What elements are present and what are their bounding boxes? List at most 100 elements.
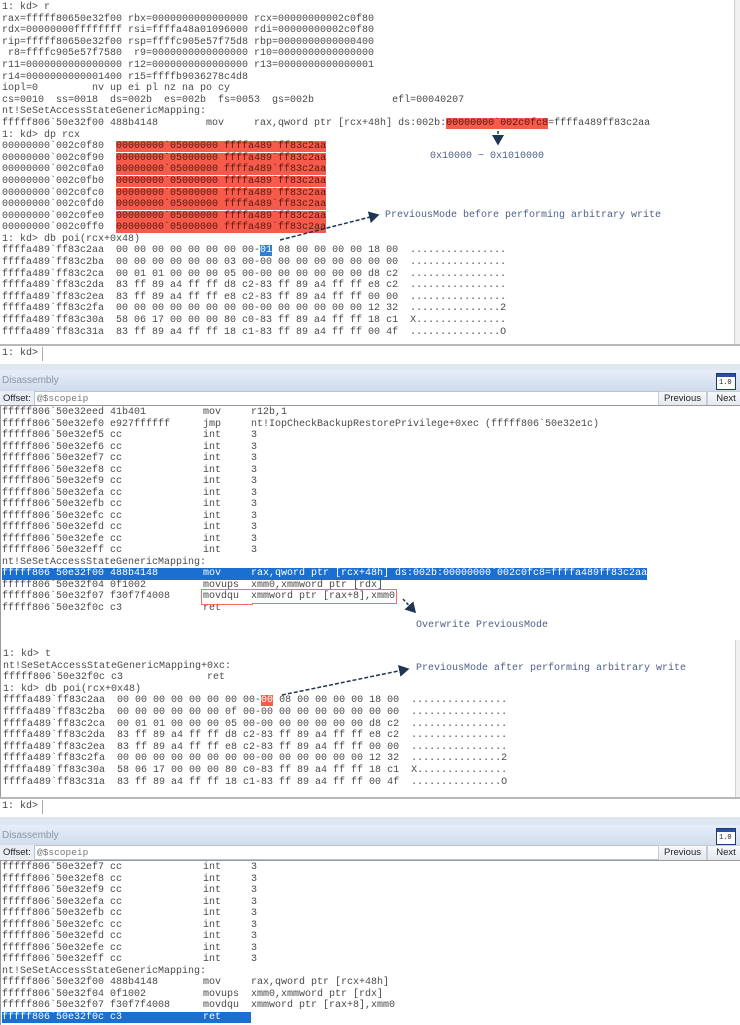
output-line: 00000000`002c0fc0 00000000`05000000 ffff… bbox=[2, 187, 650, 200]
disassembly-row[interactable]: fffff806`50e32efd cc int 3 bbox=[2, 931, 257, 943]
line-text: ffffa489`ff83c2da 83 ff 89 a4 ff ff d8 c… bbox=[3, 730, 508, 742]
instruction: int 3 bbox=[203, 511, 257, 522]
mnemonic: int bbox=[203, 954, 222, 965]
output-line: 00000000`002c0fb0 00000000`05000000 ffff… bbox=[2, 175, 650, 188]
offset-input[interactable] bbox=[34, 391, 660, 406]
address-bytes: fffff806`50e32efc cc bbox=[2, 510, 123, 522]
window-menu-icon[interactable]: 1.0 bbox=[716, 828, 736, 845]
disassembly-row[interactable]: fffff806`50e32efe cc int 3 bbox=[2, 534, 257, 546]
disassembly-row-selected[interactable]: fffff806`50e32f00 488b4148 mov rax,qword p… bbox=[2, 568, 648, 580]
command-input[interactable] bbox=[44, 800, 738, 816]
operands: 3 bbox=[251, 931, 258, 942]
line-text: =ffffa489ff83c2aa bbox=[548, 117, 651, 129]
operands: 3 bbox=[251, 499, 258, 510]
disassembly-row[interactable]: fffff806`50e32efa cc int 3 bbox=[2, 488, 257, 500]
line-text: cs=0010 ss=0018 ds=002b es=002b fs=0053 … bbox=[2, 94, 465, 106]
output-line: ffffa489`ff83c2fa 00 00 00 00 00 00 00 0… bbox=[3, 753, 507, 765]
output-line: ffffa489`ff83c2aa 00 00 00 00 00 00 00 0… bbox=[2, 245, 650, 257]
disassembly-row[interactable]: fffff806`50e32f04 0f1002 movups xmm0,xmmwo… bbox=[2, 580, 383, 592]
instruction: ret bbox=[203, 1012, 251, 1023]
instruction: mov rax,qword ptr [rcx+48h] bbox=[203, 977, 389, 988]
operands: 3 bbox=[251, 487, 258, 499]
disassembly-row[interactable]: fffff806`50e32ef7 cc int 3 bbox=[2, 453, 257, 465]
scrollbar[interactable] bbox=[734, 0, 740, 344]
annotation-after-write: PreviousMode after performing arbitrary … bbox=[416, 663, 687, 674]
instruction: int 3 bbox=[203, 476, 257, 487]
offset-row: Offset: Previous Next bbox=[0, 391, 740, 407]
disassembly-row[interactable]: fffff806`50e32ef5 cc int 3 bbox=[2, 430, 257, 442]
disassembly-row[interactable]: fffff806`50e32ef9 cc int 3 bbox=[2, 476, 257, 488]
output-line: ffffa489`ff83c2da 83 ff 89 a4 ff ff d8 c… bbox=[3, 730, 507, 742]
annotation-overwrite: Overwrite PreviousMode bbox=[416, 620, 549, 631]
disassembly-listing: fffff806`50e32ef7 cc int 3 fffff806`50e32ef… bbox=[0, 860, 740, 1025]
disassembly-row[interactable]: fffff806`50e32f07 f30f7f4008 movdqu xmmwor… bbox=[2, 589, 398, 604]
disassembly-row[interactable]: fffff806`50e32f07 f30f7f4008 movdqu xmmwor… bbox=[2, 1000, 395, 1012]
disassembly-row[interactable]: fffff806`50e32f0c c3 ret bbox=[2, 603, 251, 615]
address-bytes: fffff806`50e32f04 0f1002 bbox=[2, 579, 147, 591]
address-bytes: fffff806`50e32efe cc bbox=[2, 942, 123, 954]
operands: xmm0,xmmword ptr [rdx] bbox=[251, 579, 384, 591]
instruction: int 3 bbox=[203, 442, 257, 453]
icon-label: 1.0 bbox=[719, 379, 732, 387]
offset-input[interactable] bbox=[34, 845, 660, 860]
address-bytes: fffff806`50e32ef9 cc bbox=[2, 885, 123, 896]
mnemonic: int bbox=[203, 441, 222, 453]
disassembly-row[interactable]: fffff806`50e32efc cc int 3 bbox=[2, 511, 257, 523]
output-line: r14=0000000000001400 r15=ffffb9036278c4d… bbox=[2, 72, 650, 84]
symbol-label[interactable]: nt!SeSetAccessStateGenericMapping: bbox=[2, 965, 207, 977]
operands: xmmword ptr [rax+8],xmm0 bbox=[251, 591, 396, 602]
line-text: ffffa489`ff83c2fa 00 00 00 00 00 00 00 0… bbox=[2, 303, 507, 315]
line-text: fffff806`50e32f00 488b4148 mov rax,qword… bbox=[2, 117, 447, 129]
output-line: ffffa489`ff83c2ba 00 00 00 00 00 00 03 0… bbox=[2, 257, 650, 269]
disassembly-row[interactable]: fffff806`50e32efd cc int 3 bbox=[2, 522, 257, 534]
line-text: 00000000`002c0fd0 bbox=[2, 199, 117, 211]
next-button[interactable]: Next bbox=[707, 845, 740, 861]
instruction: int 3 bbox=[203, 954, 257, 965]
disassembly-row[interactable]: fffff806`50e32efe cc int 3 bbox=[2, 943, 257, 955]
disassembly-row[interactable]: fffff806`50e32ef9 cc int 3 bbox=[2, 885, 257, 897]
address-bytes: fffff806`50e32eff cc bbox=[2, 545, 123, 556]
output-line: ffffa489`ff83c2ea 83 ff 89 a4 ff ff e8 c… bbox=[2, 292, 650, 304]
window-title: Disassembly bbox=[2, 830, 59, 841]
address-bytes: fffff806`50e32ef7 cc bbox=[2, 453, 123, 464]
address-bytes: fffff806`50e32f07 f30f7f4008 bbox=[2, 591, 171, 602]
disassembly-listing: fffff806`50e32eed 41b401 mov r12b,1 fffff80… bbox=[0, 405, 740, 641]
instruction: int 3 bbox=[203, 874, 257, 885]
previous-button[interactable]: Previous bbox=[658, 845, 707, 861]
line-text: ffffa489`ff83c31a 83 ff 89 a4 ff ff 18 c… bbox=[3, 776, 508, 788]
address-bytes: fffff806`50e32ef6 cc bbox=[2, 441, 123, 453]
disassembly-row[interactable]: fffff806`50e32eff cc int 3 bbox=[2, 545, 257, 557]
mnemonic: movdqu bbox=[203, 1000, 240, 1011]
disassembly-row[interactable]: fffff806`50e32ef7 cc int 3 bbox=[2, 862, 257, 874]
output-line: ffffa489`ff83c31a 83 ff 89 a4 ff ff 18 c… bbox=[2, 327, 650, 339]
disassembly-row[interactable]: fffff806`50e32efb cc int 3 bbox=[2, 908, 257, 920]
disassembly-row[interactable]: fffff806`50e32f00 488b4148 mov rax,qword p… bbox=[2, 977, 389, 989]
scrollbar[interactable] bbox=[735, 640, 740, 797]
instruction: int 3 bbox=[203, 430, 257, 441]
disassembly-row[interactable]: fffff806`50e32eff cc int 3 bbox=[2, 954, 257, 966]
mnemonic: int bbox=[203, 931, 222, 942]
disassembly-row[interactable]: fffff806`50e32f04 0f1002 movups xmm0,xmmwo… bbox=[2, 989, 383, 1001]
disassembly-row[interactable]: fffff806`50e32ef0 e927ffffff jmp nt!IopChe… bbox=[2, 419, 599, 431]
mnemonic: int bbox=[203, 476, 222, 487]
operands: r12b,1 bbox=[251, 407, 288, 418]
disassembly-row[interactable]: fffff806`50e32eed 41b401 mov r12b,1 bbox=[2, 407, 287, 419]
line-text: 00000000`002c0fa0 bbox=[2, 164, 117, 176]
symbol-label[interactable]: nt!SeSetAccessStateGenericMapping: bbox=[2, 556, 207, 568]
command-input[interactable] bbox=[44, 347, 738, 363]
output-line: 00000000`002c0f80 00000000`05000000 ffff… bbox=[2, 141, 650, 153]
window-menu-icon[interactable]: 1.0 bbox=[716, 373, 736, 390]
address-bytes: fffff806`50e32efc cc bbox=[2, 919, 123, 931]
disassembly-row[interactable]: fffff806`50e32ef8 cc int 3 bbox=[2, 465, 257, 477]
disassembly-row[interactable]: fffff806`50e32ef6 cc int 3 bbox=[2, 442, 257, 454]
disassembly-row[interactable]: fffff806`50e32efa cc int 3 bbox=[2, 897, 257, 909]
line-text: ffffa489`ff83c30a 58 06 17 00 00 00 80 c… bbox=[3, 764, 508, 776]
instruction: int 3 bbox=[203, 908, 257, 919]
disassembly-row[interactable]: fffff806`50e32ef8 cc int 3 bbox=[2, 874, 257, 886]
disassembly-row[interactable]: fffff806`50e32efc cc int 3 bbox=[2, 920, 257, 932]
disassembly-row[interactable]: fffff806`50e32efb cc int 3 bbox=[2, 499, 257, 511]
offset-row: Offset: Previous Next bbox=[0, 845, 740, 861]
operands: 3 bbox=[251, 954, 258, 965]
operands: 3 bbox=[251, 533, 258, 545]
disassembly-row-selected[interactable]: fffff806`50e32f0c c3 ret bbox=[2, 1011, 251, 1023]
